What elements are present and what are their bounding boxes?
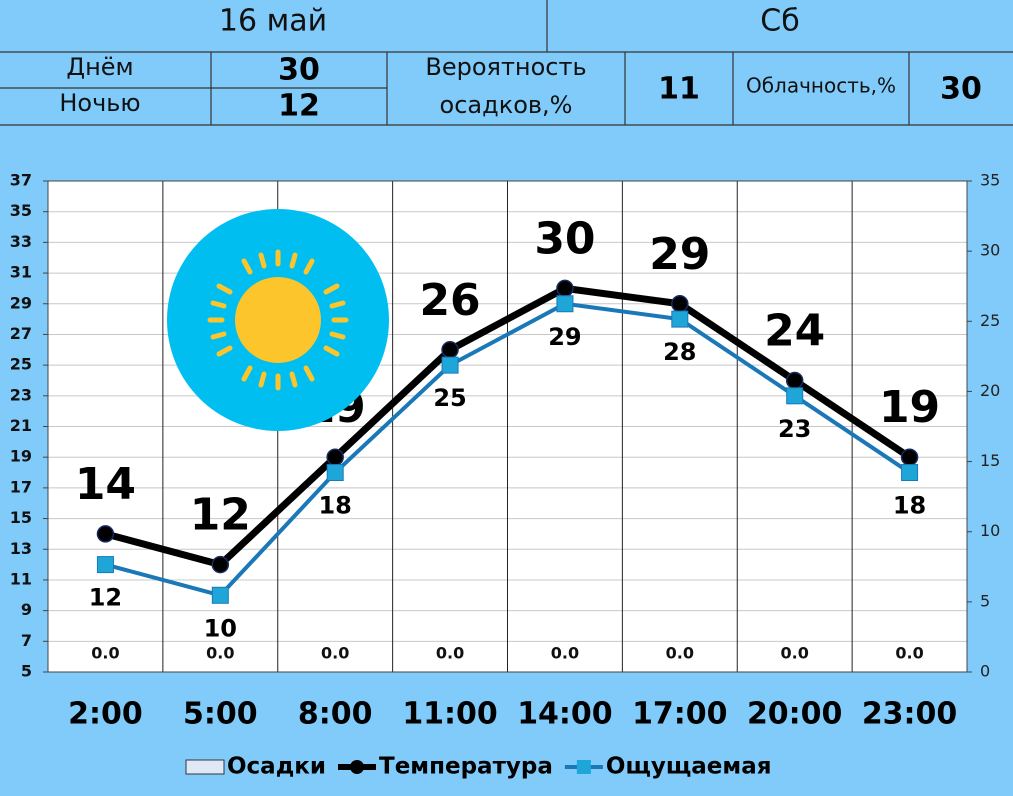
x-tick-label: 11:00 [402,697,498,732]
value-label: 23 [778,415,811,443]
night-label: Ночью [59,89,140,117]
point [211,555,230,574]
sun [235,277,321,363]
precip-value: 11 [658,72,700,107]
x-tick-label: 17:00 [632,697,728,732]
y-tick-label: 5 [21,662,32,681]
value-label: 12 [190,490,251,541]
point [441,356,459,374]
y-tick-label: 25 [10,355,32,374]
y-tick-label: 19 [10,447,32,466]
point [96,525,115,543]
value-label: 29 [649,229,710,280]
y-tick-label: 33 [10,232,32,251]
point [901,464,919,482]
value-label: 29 [548,323,581,351]
y-tick-label: 27 [10,324,32,343]
point [96,556,114,574]
line-series [104,301,911,598]
x-tick-label: 5:00 [183,697,258,732]
precip-label: 0.0 [551,644,579,663]
legend: Осадки Температура Ощущаемая [185,754,772,780]
value-label: 26 [419,275,480,326]
y2-tick-label: 35 [980,171,1000,190]
value-label: 19 [879,382,940,433]
sun-rays [207,249,349,391]
y2-tick-label: 25 [980,311,1000,330]
y-tick-label: 11 [10,569,32,588]
x-tick-label: 8:00 [298,697,373,732]
y-tick-label: 21 [10,416,32,435]
legend-label: Осадки [227,754,326,780]
header: 16 май Сб Днём 30 Ночью 12 Вероятность о… [0,0,1013,126]
precip-label: 0.0 [666,644,694,663]
point [326,464,344,482]
legend-swatch [185,759,225,775]
point [786,387,804,405]
y-tick-label: 7 [21,631,32,650]
precip-label: 0.0 [781,644,809,663]
value-label: 18 [893,492,926,520]
y-tick-label: 37 [10,171,32,190]
value-label: 28 [663,338,696,366]
value-label: 18 [318,492,351,520]
line-series [104,284,912,569]
y-tick-label: 23 [10,385,32,404]
y2-tick-label: 20 [980,381,1000,400]
plot-border [47,180,968,673]
point [326,448,344,466]
point [900,448,919,466]
y-tick-label: 35 [10,201,32,220]
value-label: 14 [75,459,136,510]
precip-label: осадков,% [440,91,573,119]
point [441,341,459,359]
precip-label: 0.0 [321,644,349,663]
point [785,371,804,390]
x-tick-label: 20:00 [747,697,843,732]
day-label: Днём [66,53,133,81]
y2-tick-label: 0 [980,662,990,681]
x-tick-label: 14:00 [517,697,613,732]
sun-icon [167,209,389,431]
x-tick-label: 23:00 [862,697,958,732]
y-tick-label: 29 [10,293,32,312]
cloud-label: Облачность,% [746,74,896,98]
precip-label: 0.0 [91,644,119,663]
point [671,310,689,328]
legend-label: Ощущаемая [606,754,772,780]
weekday: Сб [760,4,799,39]
y2-tick-label: 5 [980,591,990,610]
y2-tick-label: 30 [980,241,1000,260]
y2-tick-label: 10 [980,521,1000,540]
x-tick-label: 2:00 [68,697,143,732]
y-tick-label: 13 [10,539,32,558]
day-value: 30 [278,53,320,88]
y-tick-label: 15 [10,508,32,527]
point [556,279,574,298]
y2-tick-label: 15 [980,451,1000,470]
point [556,295,574,313]
night-value: 12 [278,89,320,124]
y-tick-label: 9 [21,600,32,619]
precip-label: 0.0 [206,644,234,663]
precip-label: 0.0 [436,644,464,663]
precip-label: 0.0 [895,644,923,663]
legend-marker [350,760,365,774]
y-tick-label: 31 [10,263,32,282]
legend-label: Температура [379,754,553,780]
y-tick-label: 17 [10,477,32,496]
precip-label: Вероятность [425,53,586,81]
date: 16 май [219,4,327,39]
value-label: 12 [89,584,122,612]
value-label: 30 [534,213,595,264]
value-label: 24 [764,305,825,356]
cloud-value: 30 [940,72,982,107]
point [671,295,689,313]
value-label: 10 [204,614,237,642]
value-label: 25 [433,384,466,412]
point [211,586,229,604]
plot: 5 7 9 11 13 15 17 19 21 23 25 27 29 31 33 35 37 0 5 10 15 20 2… [10,171,1001,732]
legend-marker [576,760,591,774]
